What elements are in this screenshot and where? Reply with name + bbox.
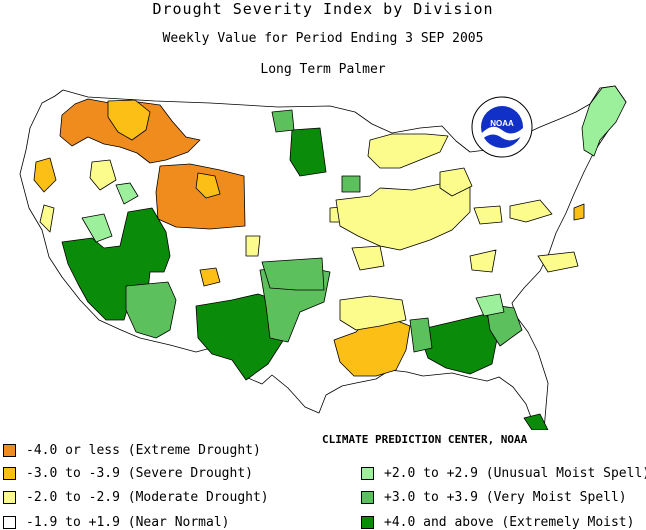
division-nm-tx-extremely-moist [195,293,287,381]
legend-label: +2.0 to +2.9 (Unusual Moist Spell) [384,465,646,481]
legend-item-extreme-drought: -4.0 or less (Extreme Drought) [3,442,261,458]
division-nm-severe [199,267,221,287]
division-nd-very-moist [271,109,295,133]
noaa-logo: NOAA [471,96,533,158]
legend-item-very-moist: +3.0 to +3.9 (Very Moist Spell) [361,489,627,505]
legend-item-severe-drought: -3.0 to -3.9 (Severe Drought) [3,465,253,481]
division-ky-moderate [469,249,497,273]
legend-item-extremely-moist: +4.0 and above (Extremely Moist) [361,514,634,530]
division-ks-ok-very-moist [261,257,325,291]
legend-swatch [3,443,16,457]
division-ut-unusual-moist [115,182,139,205]
legend-swatch [361,466,374,480]
division-va-moderate [537,251,579,273]
noaa-logo-text: NOAA [490,119,514,128]
legend-swatch [361,515,374,529]
map-subtitle: Weekly Value for Period Ending 3 SEP 200… [162,31,484,46]
index-name: Long Term Palmer [260,62,386,77]
division-wy-extreme [155,163,246,230]
division-ar-la-moderate [339,295,407,331]
legend-label: +3.0 to +3.9 (Very Moist Spell) [384,489,627,505]
division-mt-severe [107,99,151,141]
division-wy-severe [195,172,221,199]
legend-swatch [3,490,16,504]
division-se-unusual-moist [475,293,505,317]
division-or-severe [33,157,57,193]
legend-swatch [3,515,16,529]
division-se-very-moist-east [485,303,523,347]
division-oh-moderate [473,205,503,225]
map-title: Drought Severity Index by Division [152,0,494,18]
legend-item-near-normal: -1.9 to +1.9 (Near Normal) [3,514,230,530]
us-climate-division-map: NOAA [19,85,627,430]
legend-label: -4.0 or less (Extreme Drought) [26,442,261,458]
legend-label: -1.9 to +1.9 (Near Normal) [26,514,230,530]
division-ne-us-moderate [509,199,553,223]
division-se-extremely-moist [417,313,499,375]
division-mw-moderate [335,183,471,251]
division-id-moderate [89,159,117,191]
division-new-england-unusual-moist [581,85,627,157]
division-mo-moderate [351,245,385,271]
division-mi-moderate [367,133,449,169]
legend-item-moderate-drought: -2.0 to -2.9 (Moderate Drought) [3,489,269,505]
division-se-very-moist [409,317,433,353]
division-nd-sd-extremely-moist [289,127,327,177]
legend-swatch [3,466,16,480]
legend-label: -2.0 to -2.9 (Moderate Drought) [26,489,269,505]
legend-label: +4.0 and above (Extremely Moist) [384,514,635,530]
credit-text: CLIMATE PREDICTION CENTER, NOAA [322,433,528,446]
division-fl-extremely-moist [523,413,549,430]
division-co-moderate [245,235,261,257]
division-nj-severe [573,203,585,221]
legend-item-unusual-moist: +2.0 to +2.9 (Unusual Moist Spell) [361,465,646,481]
division-ne-very-moist [341,175,361,193]
legend-label: -3.0 to -3.9 (Severe Drought) [26,465,253,481]
division-nv-unusual-moist [81,213,113,243]
legend-swatch [361,490,374,504]
division-mi-lower-moderate [439,167,473,197]
division-az-very-moist [125,281,177,339]
division-ca-moderate [39,204,55,233]
